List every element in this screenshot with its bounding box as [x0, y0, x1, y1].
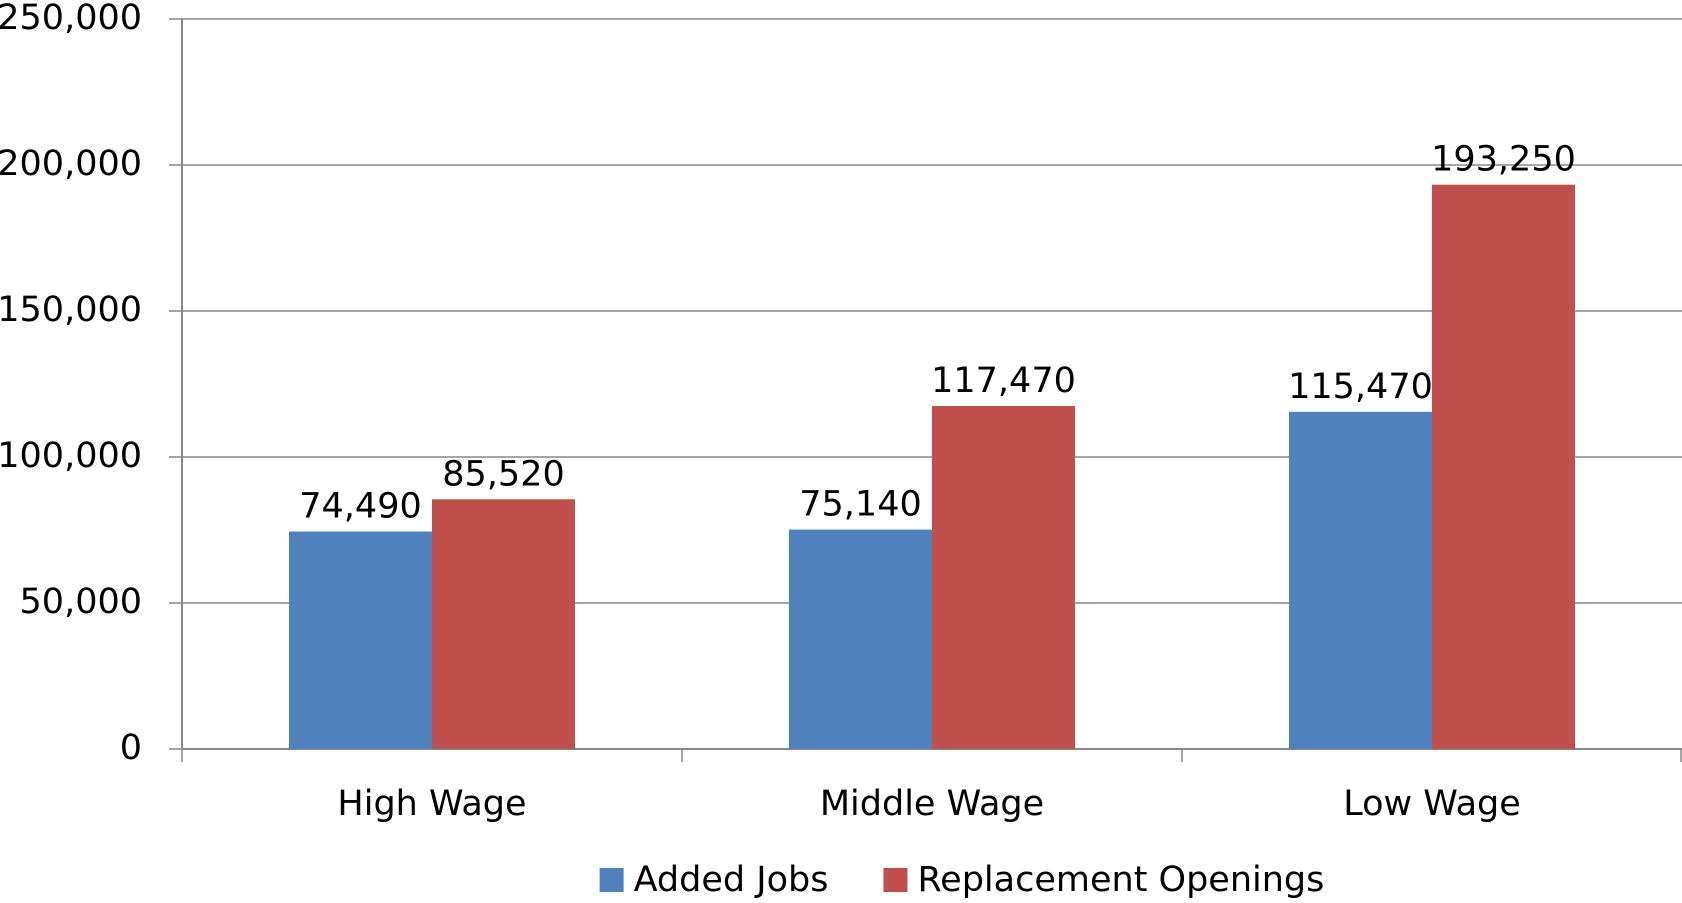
- legend-swatch: [883, 868, 908, 892]
- data-label: 74,490: [299, 486, 421, 526]
- y-tick-label: 0: [120, 728, 142, 768]
- bar: [789, 529, 932, 749]
- y-tick-label: 150,000: [0, 290, 142, 330]
- legend-swatch: [599, 868, 624, 892]
- data-label: 117,470: [931, 361, 1076, 401]
- y-tick-label: 200,000: [0, 144, 142, 184]
- bar: [932, 405, 1075, 749]
- y-tick-label: 50,000: [20, 582, 142, 622]
- bar: [432, 499, 575, 749]
- data-label: 75,140: [799, 485, 921, 525]
- x-tick-label: High Wage: [337, 784, 526, 824]
- y-tick-label: 100,000: [0, 436, 142, 476]
- bar: [1289, 411, 1432, 749]
- data-label: 85,520: [442, 454, 564, 494]
- legend-label: Replacement Openings: [917, 860, 1324, 900]
- legend-label: Added Jobs: [634, 860, 829, 900]
- data-label: 115,470: [1288, 367, 1433, 407]
- x-tick-label: Low Wage: [1343, 784, 1521, 824]
- bar: [289, 531, 432, 749]
- data-label: 193,250: [1431, 140, 1576, 180]
- bar: [1432, 184, 1575, 749]
- x-tick-label: Middle Wage: [820, 784, 1044, 824]
- y-tick-label: 250,000: [0, 0, 142, 38]
